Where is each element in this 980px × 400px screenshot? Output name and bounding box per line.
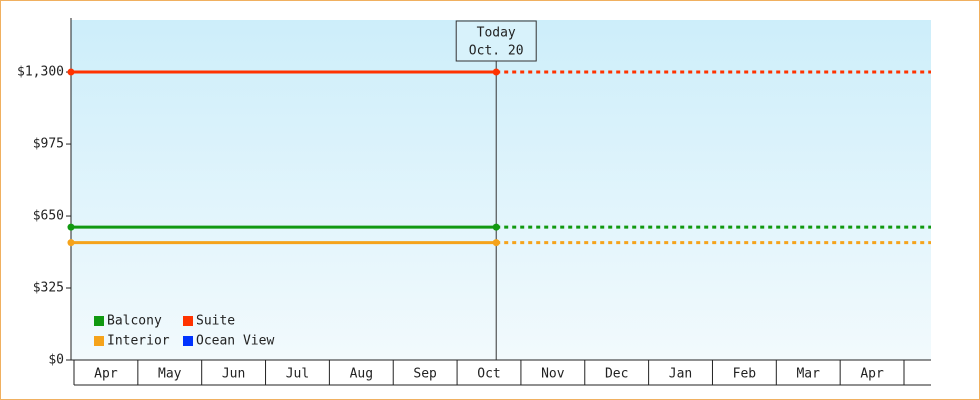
legend-label: Suite [196, 314, 235, 329]
x-tick-label: Dec [605, 367, 628, 382]
legend-swatch [94, 316, 104, 326]
x-tick-label: Mar [796, 367, 820, 382]
y-tick-label: $325 [33, 281, 64, 296]
x-tick-label: Aug [350, 367, 373, 382]
x-tick-label: Apr [860, 367, 884, 382]
x-tick-label: Jun [222, 367, 245, 382]
x-tick-label: Jul [286, 367, 309, 382]
x-tick-label: Jan [669, 367, 692, 382]
x-tick-label: May [158, 367, 182, 382]
y-tick-label: $650 [33, 209, 64, 224]
legend-swatch [94, 336, 104, 346]
today-label: Today [477, 26, 516, 41]
legend-label: Interior [107, 334, 170, 349]
point [67, 68, 75, 76]
y-tick-label: $0 [48, 353, 64, 368]
today-date: Oct. 20 [469, 44, 524, 59]
x-tick-label: Feb [733, 367, 757, 382]
plot-area [71, 20, 931, 360]
legend-label: Balcony [107, 314, 162, 329]
point [67, 239, 75, 247]
x-tick-label: Sep [413, 367, 437, 382]
x-tick-label: Apr [94, 367, 118, 382]
point [492, 239, 500, 247]
x-tick-label: Nov [541, 367, 565, 382]
x-tick-label: Oct [477, 367, 500, 382]
point [492, 68, 500, 76]
today-box [455, 20, 537, 62]
legend-swatch [183, 316, 193, 326]
legend-label: Ocean View [196, 334, 274, 349]
point [67, 223, 75, 231]
point [492, 223, 500, 231]
legend-swatch [183, 336, 193, 346]
y-tick-label: $1,300 [17, 65, 64, 80]
y-tick-label: $975 [33, 137, 64, 152]
